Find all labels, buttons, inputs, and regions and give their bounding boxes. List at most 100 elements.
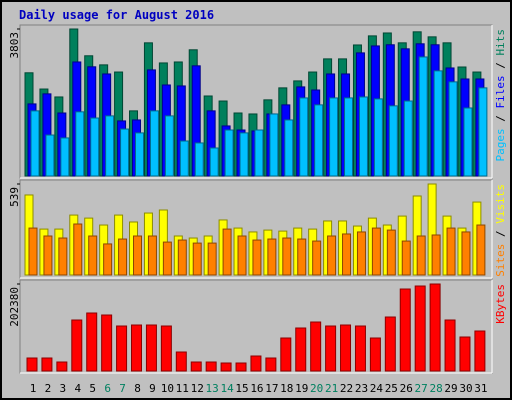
- bar: [476, 224, 486, 276]
- bar: [448, 81, 458, 177]
- x-tick-label: 9: [149, 382, 156, 395]
- x-tick-label: 8: [134, 382, 141, 395]
- bar: [116, 325, 128, 372]
- x-tick-label: 20: [310, 382, 323, 395]
- x-tick-label: 7: [119, 382, 126, 395]
- x-tick-label: 23: [355, 382, 368, 395]
- bar: [103, 243, 113, 276]
- bar: [86, 312, 98, 372]
- x-tick-label: 16: [250, 382, 263, 395]
- x-tick-label: 31: [474, 382, 487, 395]
- bar: [147, 235, 157, 276]
- bar: [224, 129, 234, 177]
- bar: [461, 231, 471, 276]
- bar: [73, 223, 83, 276]
- bar: [160, 325, 172, 372]
- bar: [222, 228, 232, 276]
- bar: [416, 235, 426, 276]
- bar: [373, 98, 383, 177]
- bar: [135, 132, 145, 177]
- legend-entry: Hits: [494, 29, 507, 56]
- x-tick-label: 1: [30, 382, 37, 395]
- bar: [71, 319, 83, 372]
- bar: [329, 97, 339, 177]
- bar: [459, 336, 471, 372]
- x-tick-label: 11: [176, 382, 189, 395]
- bar: [177, 239, 187, 276]
- legend-entry: Files: [494, 75, 507, 108]
- bar: [314, 104, 324, 177]
- bar: [30, 110, 40, 177]
- bar: [371, 227, 381, 276]
- bar: [164, 115, 174, 177]
- bar: [310, 321, 322, 372]
- bar: [220, 362, 232, 372]
- y-tick-label: 202380: [8, 287, 21, 327]
- bar: [384, 316, 396, 372]
- legend-entry: KBytes: [494, 284, 507, 324]
- legend-entry: Pages: [494, 128, 507, 161]
- bar: [56, 361, 68, 372]
- bar: [43, 235, 53, 276]
- x-tick-label: 18: [280, 382, 293, 395]
- bar: [145, 324, 157, 372]
- bar: [120, 128, 130, 177]
- bar: [284, 119, 294, 177]
- bar: [45, 134, 55, 177]
- bar: [192, 242, 202, 276]
- x-tick-label: 4: [74, 382, 81, 395]
- legend-entry: Sites: [494, 244, 507, 277]
- x-tick-label: 10: [161, 382, 174, 395]
- bar: [344, 97, 354, 177]
- bar: [474, 330, 486, 372]
- x-tick-label: 15: [235, 382, 248, 395]
- x-tick-label: 12: [191, 382, 204, 395]
- bar: [207, 242, 217, 276]
- bar: [209, 147, 219, 177]
- bar: [101, 314, 113, 372]
- bar: [118, 238, 128, 276]
- bar: [190, 361, 202, 372]
- x-tick-label: 30: [459, 382, 472, 395]
- bar: [386, 229, 396, 276]
- bar: [399, 288, 411, 372]
- legend-separator: /: [494, 56, 507, 76]
- legend-entry: Visits: [494, 184, 507, 224]
- x-tick-label: 29: [444, 382, 457, 395]
- bar: [88, 235, 98, 276]
- bar: [414, 285, 426, 372]
- bar: [342, 233, 352, 276]
- bar: [133, 235, 143, 276]
- bar: [149, 110, 159, 177]
- bar: [60, 137, 70, 177]
- y-tick-label: 539: [8, 187, 21, 207]
- x-tick-label: 22: [340, 382, 353, 395]
- bar: [28, 227, 38, 276]
- bar: [325, 325, 337, 372]
- bar: [444, 319, 456, 372]
- bar: [58, 237, 68, 276]
- bar: [418, 56, 428, 177]
- x-tick-label: 26: [400, 382, 413, 395]
- bar: [269, 113, 279, 177]
- bar: [312, 240, 322, 276]
- bar: [433, 70, 443, 177]
- x-tick-label: 25: [385, 382, 398, 395]
- bar: [369, 337, 381, 372]
- bar: [282, 237, 292, 276]
- bar: [358, 96, 368, 177]
- bar: [235, 362, 247, 372]
- x-tick-label: 27: [415, 382, 428, 395]
- bar: [252, 239, 262, 276]
- bar: [265, 357, 277, 372]
- bar: [90, 117, 100, 177]
- bar: [299, 97, 309, 177]
- bar: [105, 115, 115, 177]
- bar: [340, 324, 352, 372]
- x-tick-label: 2: [45, 382, 52, 395]
- x-tick-label: 28: [429, 382, 442, 395]
- bar: [250, 355, 262, 372]
- y-tick-label: 3803: [8, 32, 21, 59]
- x-tick-label: 5: [89, 382, 96, 395]
- x-tick-label: 21: [325, 382, 338, 395]
